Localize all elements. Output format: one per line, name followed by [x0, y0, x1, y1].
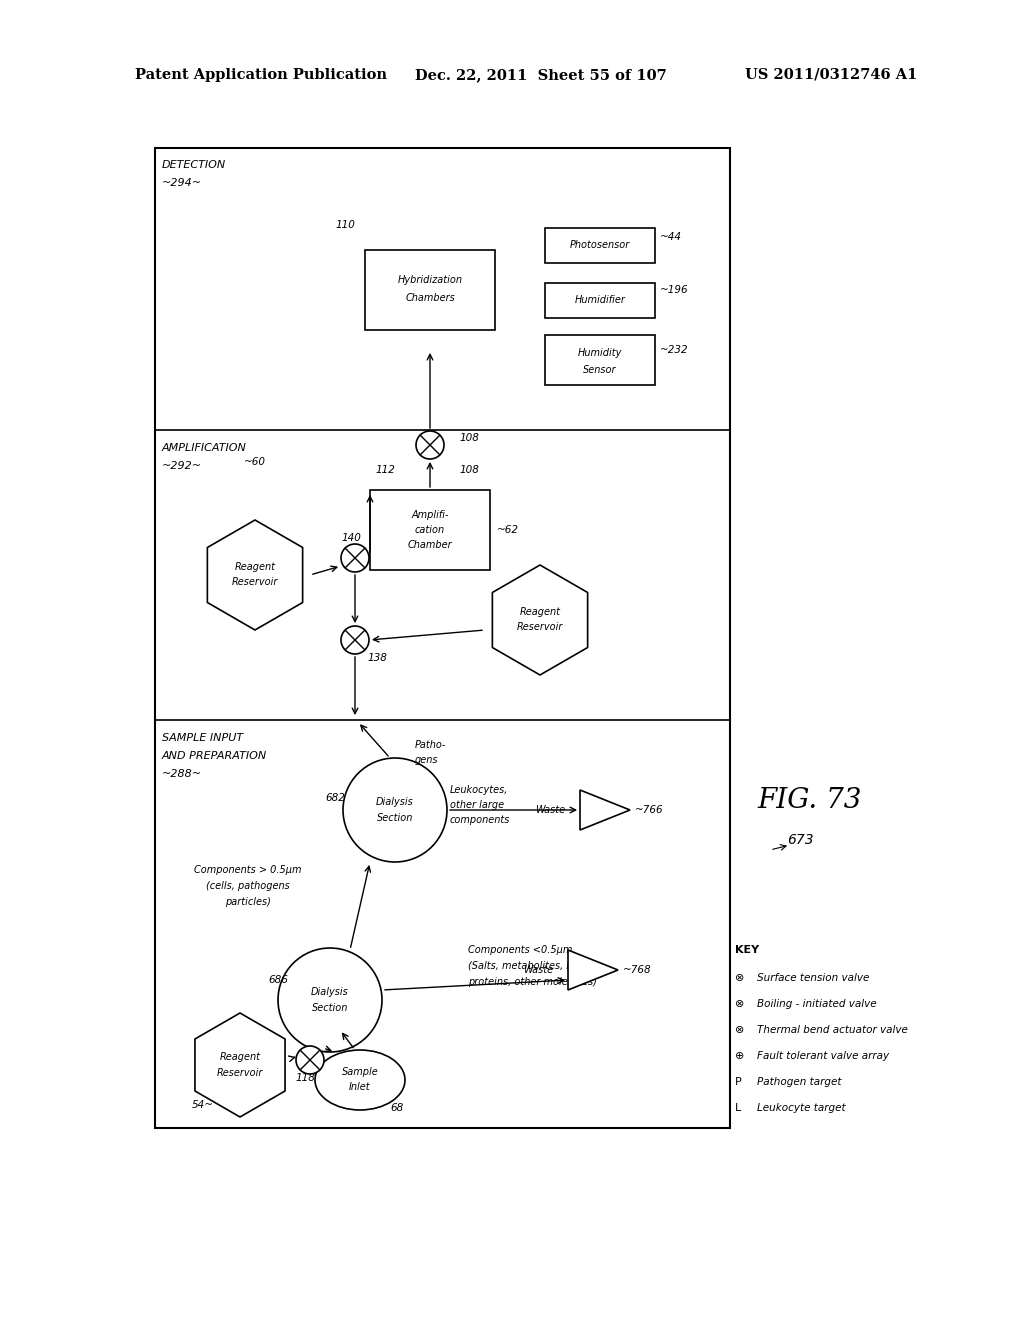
Text: 673: 673 — [786, 833, 813, 847]
Bar — [365, 249, 495, 330]
Polygon shape — [568, 950, 618, 990]
Bar — [370, 490, 490, 570]
Text: 686: 686 — [268, 975, 288, 985]
Bar — [155, 148, 730, 1129]
Bar — [545, 282, 655, 318]
Text: Sample: Sample — [342, 1067, 379, 1077]
Text: Reagent: Reagent — [234, 562, 275, 572]
Text: 68: 68 — [390, 1104, 403, 1113]
Circle shape — [296, 1045, 324, 1074]
Text: 682: 682 — [325, 793, 345, 803]
Text: Dialysis: Dialysis — [311, 987, 349, 997]
Text: components: components — [450, 814, 510, 825]
Circle shape — [343, 758, 447, 862]
Text: ~768: ~768 — [623, 965, 651, 975]
Text: Leukocytes,: Leukocytes, — [450, 785, 508, 795]
Text: Sensor: Sensor — [584, 366, 616, 375]
Text: Photosensor: Photosensor — [570, 240, 630, 249]
Text: P: P — [735, 1077, 741, 1086]
Text: Amplifi-: Amplifi- — [412, 510, 449, 520]
Text: Waste: Waste — [523, 965, 553, 975]
Text: Reagent: Reagent — [219, 1052, 260, 1063]
Polygon shape — [208, 520, 303, 630]
Text: Pathogen target: Pathogen target — [757, 1077, 842, 1086]
Text: AND PREPARATION: AND PREPARATION — [162, 751, 267, 762]
Text: Surface tension valve: Surface tension valve — [757, 973, 869, 983]
Text: 108: 108 — [460, 433, 480, 444]
Text: ⊗: ⊗ — [735, 1026, 744, 1035]
Circle shape — [416, 432, 444, 459]
Text: (Salts, metabolites, DNA,: (Salts, metabolites, DNA, — [468, 961, 591, 972]
Text: SAMPLE INPUT: SAMPLE INPUT — [162, 733, 243, 743]
Text: Patho-: Patho- — [415, 741, 446, 750]
Text: Inlet: Inlet — [349, 1082, 371, 1092]
Text: Components > 0.5μm: Components > 0.5μm — [195, 865, 302, 875]
Text: KEY: KEY — [735, 945, 759, 954]
Text: 140: 140 — [342, 533, 361, 543]
Text: Reservoir: Reservoir — [517, 622, 563, 632]
Polygon shape — [493, 565, 588, 675]
Bar — [545, 335, 655, 385]
Text: FIG. 73: FIG. 73 — [758, 787, 862, 813]
Text: 118: 118 — [295, 1073, 315, 1082]
Text: other large: other large — [450, 800, 504, 810]
Text: Humidifier: Humidifier — [574, 294, 626, 305]
Text: gens: gens — [415, 755, 438, 766]
Text: Thermal bend actuator valve: Thermal bend actuator valve — [757, 1026, 908, 1035]
Text: 112: 112 — [375, 465, 395, 475]
Text: Section: Section — [312, 1003, 348, 1012]
Text: particles): particles) — [225, 898, 271, 907]
Text: Reagent: Reagent — [519, 607, 560, 616]
Text: ~766: ~766 — [635, 805, 664, 814]
Text: Section: Section — [377, 813, 414, 822]
Text: Boiling - initiated valve: Boiling - initiated valve — [757, 999, 877, 1008]
Text: ~196: ~196 — [660, 285, 688, 294]
Text: 54~: 54~ — [193, 1100, 214, 1110]
Text: ~232: ~232 — [660, 345, 688, 355]
Text: ⊕: ⊕ — [735, 1051, 744, 1061]
Text: Hybridization: Hybridization — [397, 275, 463, 285]
Text: 138: 138 — [368, 653, 388, 663]
Text: 108: 108 — [460, 465, 480, 475]
Text: ~62: ~62 — [497, 525, 519, 535]
Text: proteins, other molecules): proteins, other molecules) — [468, 977, 597, 987]
Text: ⊗: ⊗ — [735, 973, 744, 983]
Text: ~292~: ~292~ — [162, 461, 202, 471]
Text: AMPLIFICATION: AMPLIFICATION — [162, 444, 247, 453]
Polygon shape — [580, 789, 630, 830]
Text: Reservoir: Reservoir — [231, 577, 279, 587]
Text: L: L — [735, 1104, 741, 1113]
Text: US 2011/0312746 A1: US 2011/0312746 A1 — [745, 69, 918, 82]
Text: Patent Application Publication: Patent Application Publication — [135, 69, 387, 82]
Text: ~44: ~44 — [660, 232, 682, 242]
Text: ~288~: ~288~ — [162, 770, 202, 779]
Text: Chamber: Chamber — [408, 540, 453, 550]
Text: 110: 110 — [335, 220, 355, 230]
Text: Leukocyte target: Leukocyte target — [757, 1104, 846, 1113]
Text: Reservoir: Reservoir — [217, 1068, 263, 1078]
Polygon shape — [195, 1012, 285, 1117]
Text: Dec. 22, 2011  Sheet 55 of 107: Dec. 22, 2011 Sheet 55 of 107 — [415, 69, 667, 82]
Text: Humidity: Humidity — [578, 348, 623, 358]
Circle shape — [341, 544, 369, 572]
Ellipse shape — [315, 1049, 406, 1110]
Text: Waste: Waste — [535, 805, 565, 814]
Circle shape — [341, 626, 369, 653]
Bar — [545, 227, 655, 263]
Circle shape — [278, 948, 382, 1052]
Text: Fault tolerant valve array: Fault tolerant valve array — [757, 1051, 889, 1061]
Text: DETECTION: DETECTION — [162, 160, 226, 170]
Text: Components <0.5μm: Components <0.5μm — [468, 945, 572, 954]
Text: ~60: ~60 — [244, 457, 266, 467]
Text: (cells, pathogens: (cells, pathogens — [206, 880, 290, 891]
Text: ⊗: ⊗ — [735, 999, 744, 1008]
Text: ~294~: ~294~ — [162, 178, 202, 187]
Text: Dialysis: Dialysis — [376, 797, 414, 807]
Text: Chambers: Chambers — [406, 293, 455, 304]
Text: cation: cation — [415, 525, 445, 535]
